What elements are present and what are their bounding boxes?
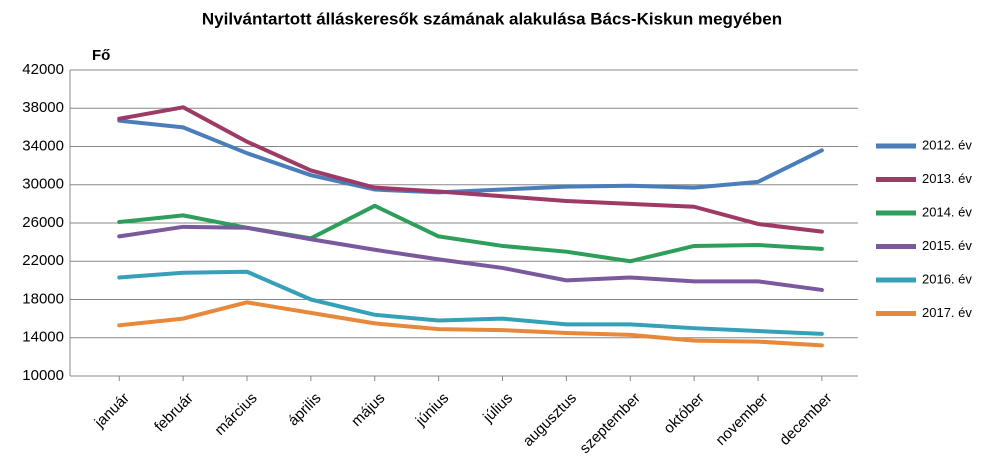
x-tick-label: október	[660, 390, 707, 437]
x-tick-label: április	[285, 390, 325, 430]
y-tick-label: 38000	[22, 99, 64, 116]
y-tick-label: 14000	[22, 329, 64, 346]
x-tick-label: november	[712, 390, 771, 449]
legend-label: 2012. év	[922, 137, 972, 152]
x-tick-label: január	[91, 390, 133, 432]
x-tick-label: május	[348, 390, 388, 430]
y-tick-label: 26000	[22, 214, 64, 231]
x-tick-label: június	[412, 390, 452, 430]
y-tick-label: 22000	[22, 252, 64, 269]
series-line	[117, 118, 824, 195]
x-tick-label: július	[479, 390, 516, 427]
legend-label: 2015. év	[922, 238, 972, 253]
y-tick-label: 18000	[22, 290, 64, 307]
x-tick-label: szeptember	[576, 390, 643, 457]
series-line	[117, 269, 824, 336]
x-tick-label: augusztus	[520, 390, 580, 450]
chart-title: Nyilvántartott álláskeresők számának ala…	[202, 9, 782, 28]
series-line	[117, 105, 824, 234]
legend-label: 2014. év	[922, 204, 972, 219]
x-tick-label: március	[211, 390, 260, 439]
y-tick-label: 42000	[22, 61, 64, 78]
y-axis-label: Fő	[92, 47, 110, 64]
y-tick-label: 10000	[22, 367, 64, 384]
series-line	[117, 300, 824, 348]
y-tick-label: 34000	[22, 137, 64, 154]
legend-label: 2017. év	[922, 305, 972, 320]
x-tick-label: december	[776, 390, 835, 449]
legend-label: 2013. év	[922, 171, 972, 186]
x-tick-label: február	[151, 390, 197, 436]
series-line	[117, 224, 824, 292]
legend-label: 2016. év	[922, 271, 972, 286]
y-tick-label: 30000	[22, 176, 64, 193]
